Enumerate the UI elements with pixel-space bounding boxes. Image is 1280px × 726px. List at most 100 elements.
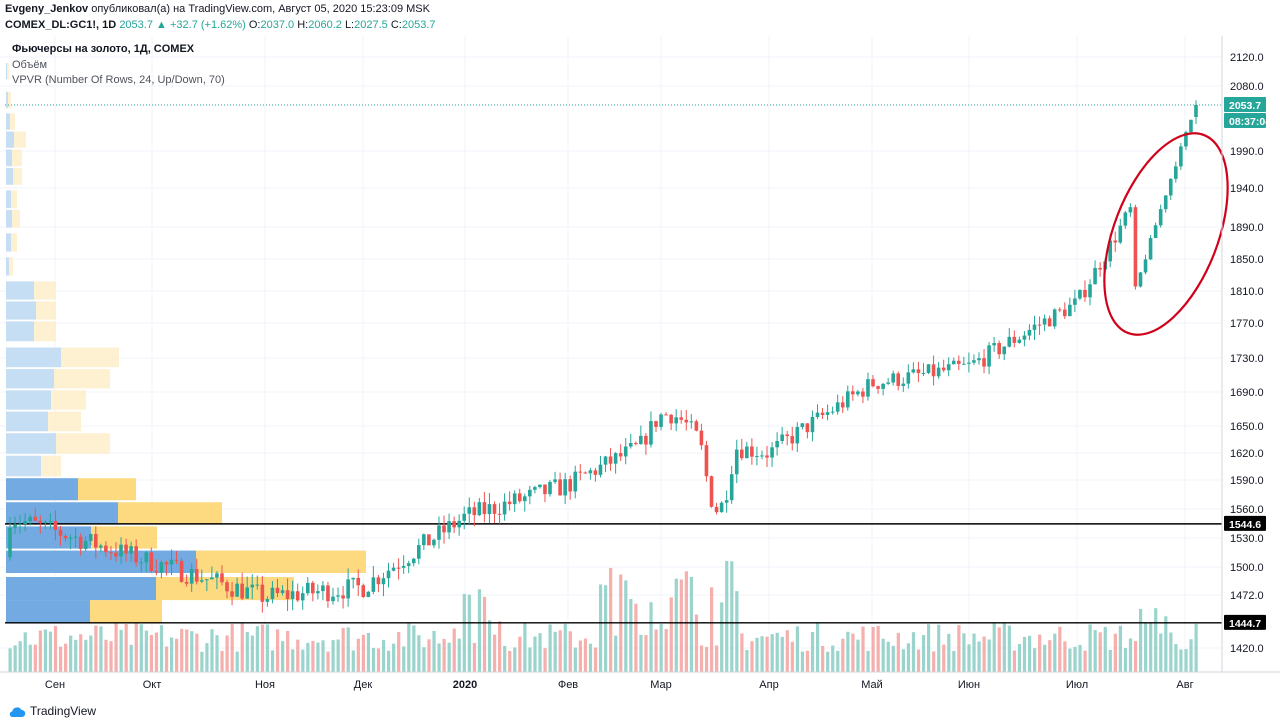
candle-body[interactable] [1047, 318, 1052, 327]
candle-body[interactable] [23, 521, 27, 524]
candle-body[interactable] [321, 585, 325, 592]
candle-body[interactable] [432, 539, 436, 546]
candle-body[interactable] [1052, 309, 1057, 327]
candle-body[interactable] [250, 584, 255, 588]
candle-body[interactable] [1133, 207, 1138, 287]
candle-body[interactable] [840, 402, 845, 408]
candle-body[interactable] [1179, 146, 1183, 167]
candle-body[interactable] [851, 391, 855, 395]
candle-body[interactable] [946, 364, 951, 371]
candle-body[interactable] [255, 584, 260, 586]
candle-body[interactable] [260, 584, 265, 602]
candle-body[interactable] [447, 521, 451, 533]
candle-body[interactable] [38, 520, 43, 523]
highlight-ellipse[interactable] [1079, 116, 1252, 351]
candle-body[interactable] [356, 577, 361, 586]
candle-body[interactable] [1184, 132, 1188, 147]
candle-body[interactable] [1113, 240, 1118, 243]
candle-body[interactable] [967, 362, 971, 364]
candle-body[interactable] [830, 411, 835, 413]
candle-body[interactable] [316, 591, 320, 594]
candle-body[interactable] [93, 534, 98, 548]
candle-body[interactable] [800, 423, 805, 427]
candle-body[interactable] [750, 446, 754, 457]
candle-body[interactable] [679, 417, 684, 420]
candle-body[interactable] [83, 540, 88, 549]
candle-body[interactable] [709, 476, 714, 507]
candle-body[interactable] [896, 373, 901, 386]
candle-body[interactable] [613, 453, 618, 464]
candle-body[interactable] [18, 523, 22, 525]
candle-body[interactable] [1062, 309, 1067, 317]
candle-body[interactable] [13, 524, 17, 528]
candle-body[interactable] [957, 360, 961, 364]
candle-body[interactable] [1017, 339, 1022, 343]
candle-body[interactable] [124, 544, 128, 554]
candle-body[interactable] [129, 546, 133, 554]
candle-body[interactable] [1007, 336, 1012, 347]
candle-body[interactable] [926, 364, 931, 373]
candle-body[interactable] [8, 527, 12, 558]
candle-body[interactable] [88, 534, 93, 541]
legend-title[interactable]: Фьючерсы на золото, 1Д, COMEX [12, 43, 195, 55]
candle-body[interactable] [1118, 225, 1123, 243]
candle-body[interactable] [628, 443, 633, 447]
candles[interactable] [8, 100, 1198, 613]
candle-body[interactable] [901, 383, 906, 386]
candle-body[interactable] [997, 343, 1001, 355]
candle-body[interactable] [245, 587, 249, 599]
candle-body[interactable] [745, 446, 749, 459]
candle-body[interactable] [205, 579, 209, 581]
candle-body[interactable] [265, 599, 270, 602]
candle-body[interactable] [361, 585, 366, 598]
candle-body[interactable] [694, 421, 699, 431]
candle-body[interactable] [760, 455, 764, 457]
candle-body[interactable] [1158, 209, 1163, 226]
candle-body[interactable] [502, 501, 507, 515]
candle-body[interactable] [477, 502, 482, 516]
candle-body[interactable] [290, 591, 295, 599]
candle-body[interactable] [765, 455, 769, 458]
candle-body[interactable] [856, 391, 860, 395]
author-name[interactable]: Evgeny_Jenkov [5, 3, 89, 15]
candle-body[interactable] [457, 520, 461, 528]
candle-body[interactable] [114, 552, 118, 557]
candle-body[interactable] [1123, 212, 1128, 226]
price-axis[interactable]: 1420.0 1472.0 1500.0 1530.0 1560.0 1590.0 1620… [1230, 52, 1264, 655]
candle-body[interactable] [73, 536, 78, 538]
time-axis[interactable]: Сен Окт Ноя Дек 2020 Фев Мар Апр Май Июн Июл Авг [45, 679, 1194, 691]
candle-body[interactable] [210, 577, 214, 580]
candle-body[interactable] [371, 577, 376, 592]
candle-body[interactable] [517, 493, 522, 502]
candle-body[interactable] [422, 534, 426, 546]
candle-body[interactable] [482, 502, 487, 515]
candle-body[interactable] [1022, 335, 1027, 340]
candle-body[interactable] [189, 568, 194, 584]
candle-body[interactable] [548, 481, 552, 495]
candle-body[interactable] [578, 471, 583, 473]
candle-body[interactable] [305, 582, 310, 594]
candle-body[interactable] [194, 568, 199, 582]
candle-body[interactable] [588, 470, 593, 474]
candle-body[interactable] [411, 558, 416, 564]
candle-body[interactable] [406, 563, 411, 566]
candle-body[interactable] [149, 552, 154, 572]
candle-body[interactable] [644, 435, 648, 445]
candle-body[interactable] [401, 565, 406, 568]
candle-body[interactable] [1128, 207, 1133, 213]
candle-body[interactable] [512, 493, 517, 505]
candle-body[interactable] [68, 537, 73, 539]
candle-body[interactable] [795, 426, 800, 444]
candle-body[interactable] [442, 525, 446, 533]
rally-ellipse[interactable] [1079, 116, 1252, 351]
candle-body[interactable] [1093, 267, 1097, 285]
candle-body[interactable] [43, 521, 48, 523]
legend-volume[interactable]: Объём [12, 59, 48, 71]
candle-body[interactable] [1194, 104, 1198, 118]
candle-body[interactable] [270, 587, 275, 600]
candle-body[interactable] [977, 358, 981, 361]
candle-body[interactable] [1042, 318, 1047, 325]
candle-body[interactable] [467, 507, 472, 514]
candle-body[interactable] [179, 560, 184, 582]
candle-body[interactable] [1057, 309, 1062, 311]
